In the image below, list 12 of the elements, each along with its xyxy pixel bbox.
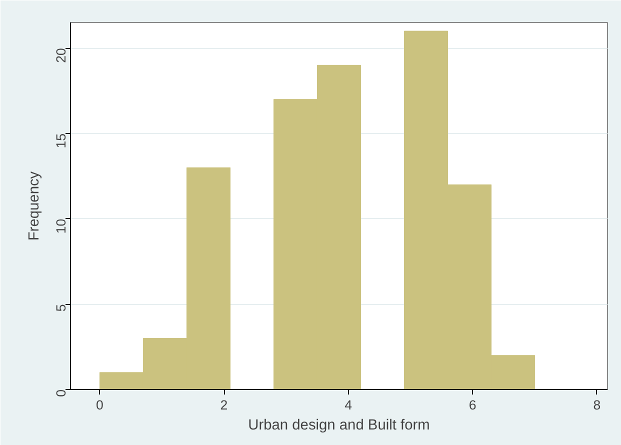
y-axis-title: Frequency bbox=[26, 170, 42, 241]
x-tick-label: 4 bbox=[344, 398, 353, 412]
y-tick-label: 0 bbox=[54, 389, 68, 397]
y-tick-label: 10 bbox=[54, 218, 68, 234]
x-axis-title: Urban design and Built form bbox=[248, 418, 430, 434]
y-tick-label: 15 bbox=[54, 133, 68, 148]
x-tick-label: 6 bbox=[468, 398, 476, 412]
x-tick-label: 0 bbox=[96, 398, 104, 412]
y-tick-label: 20 bbox=[54, 48, 68, 63]
x-tick-label: 2 bbox=[220, 398, 228, 412]
x-tick-label: 8 bbox=[593, 398, 601, 412]
y-tick-label: 5 bbox=[54, 304, 68, 312]
